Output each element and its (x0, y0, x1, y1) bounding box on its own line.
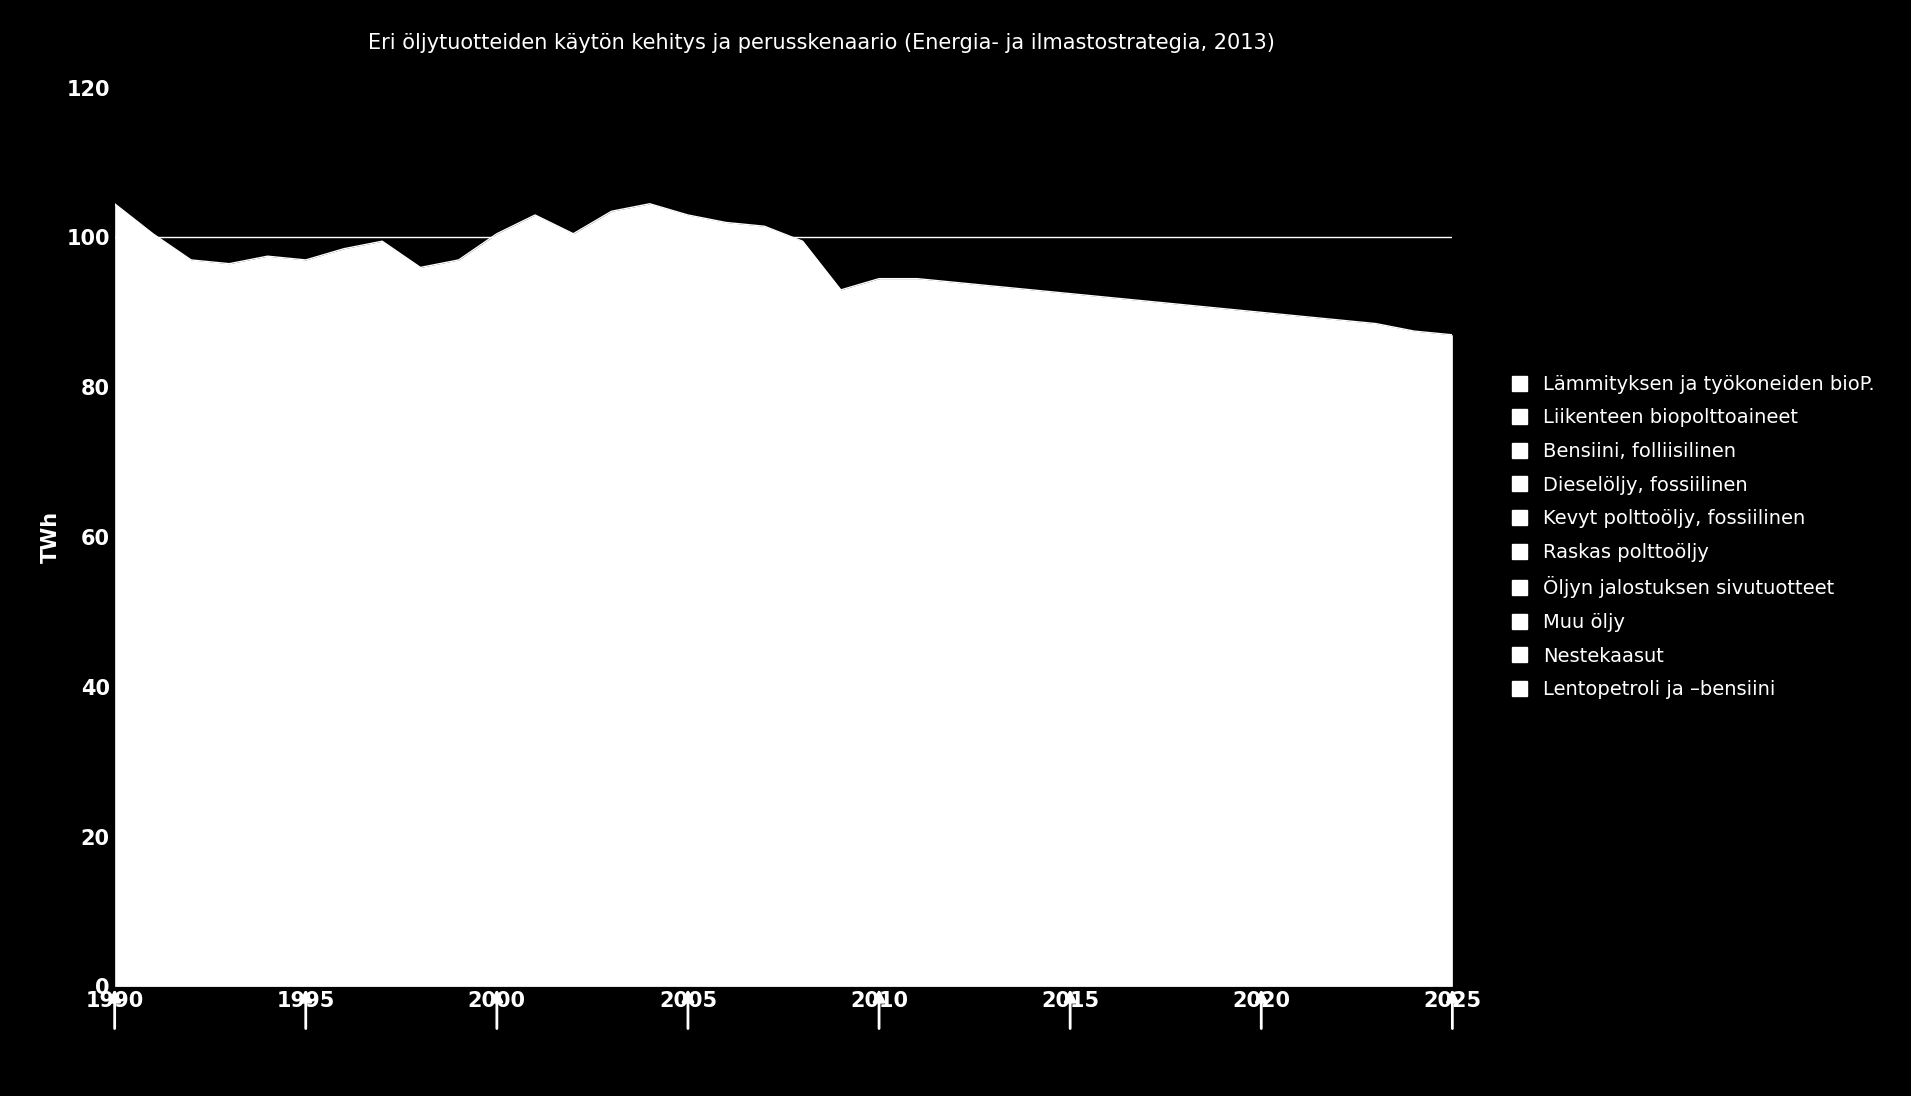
Text: Eri öljytuotteiden käytön kehitys ja perusskenaario (Energia- ja ilmastostrategi: Eri öljytuotteiden käytön kehitys ja per… (369, 33, 1275, 53)
Y-axis label: TWh: TWh (40, 511, 61, 563)
Legend: Lämmityksen ja työkoneiden bioP., Liikenteen biopolttoaineet, Bensiini, folliisi: Lämmityksen ja työkoneiden bioP., Liiken… (1502, 365, 1884, 709)
